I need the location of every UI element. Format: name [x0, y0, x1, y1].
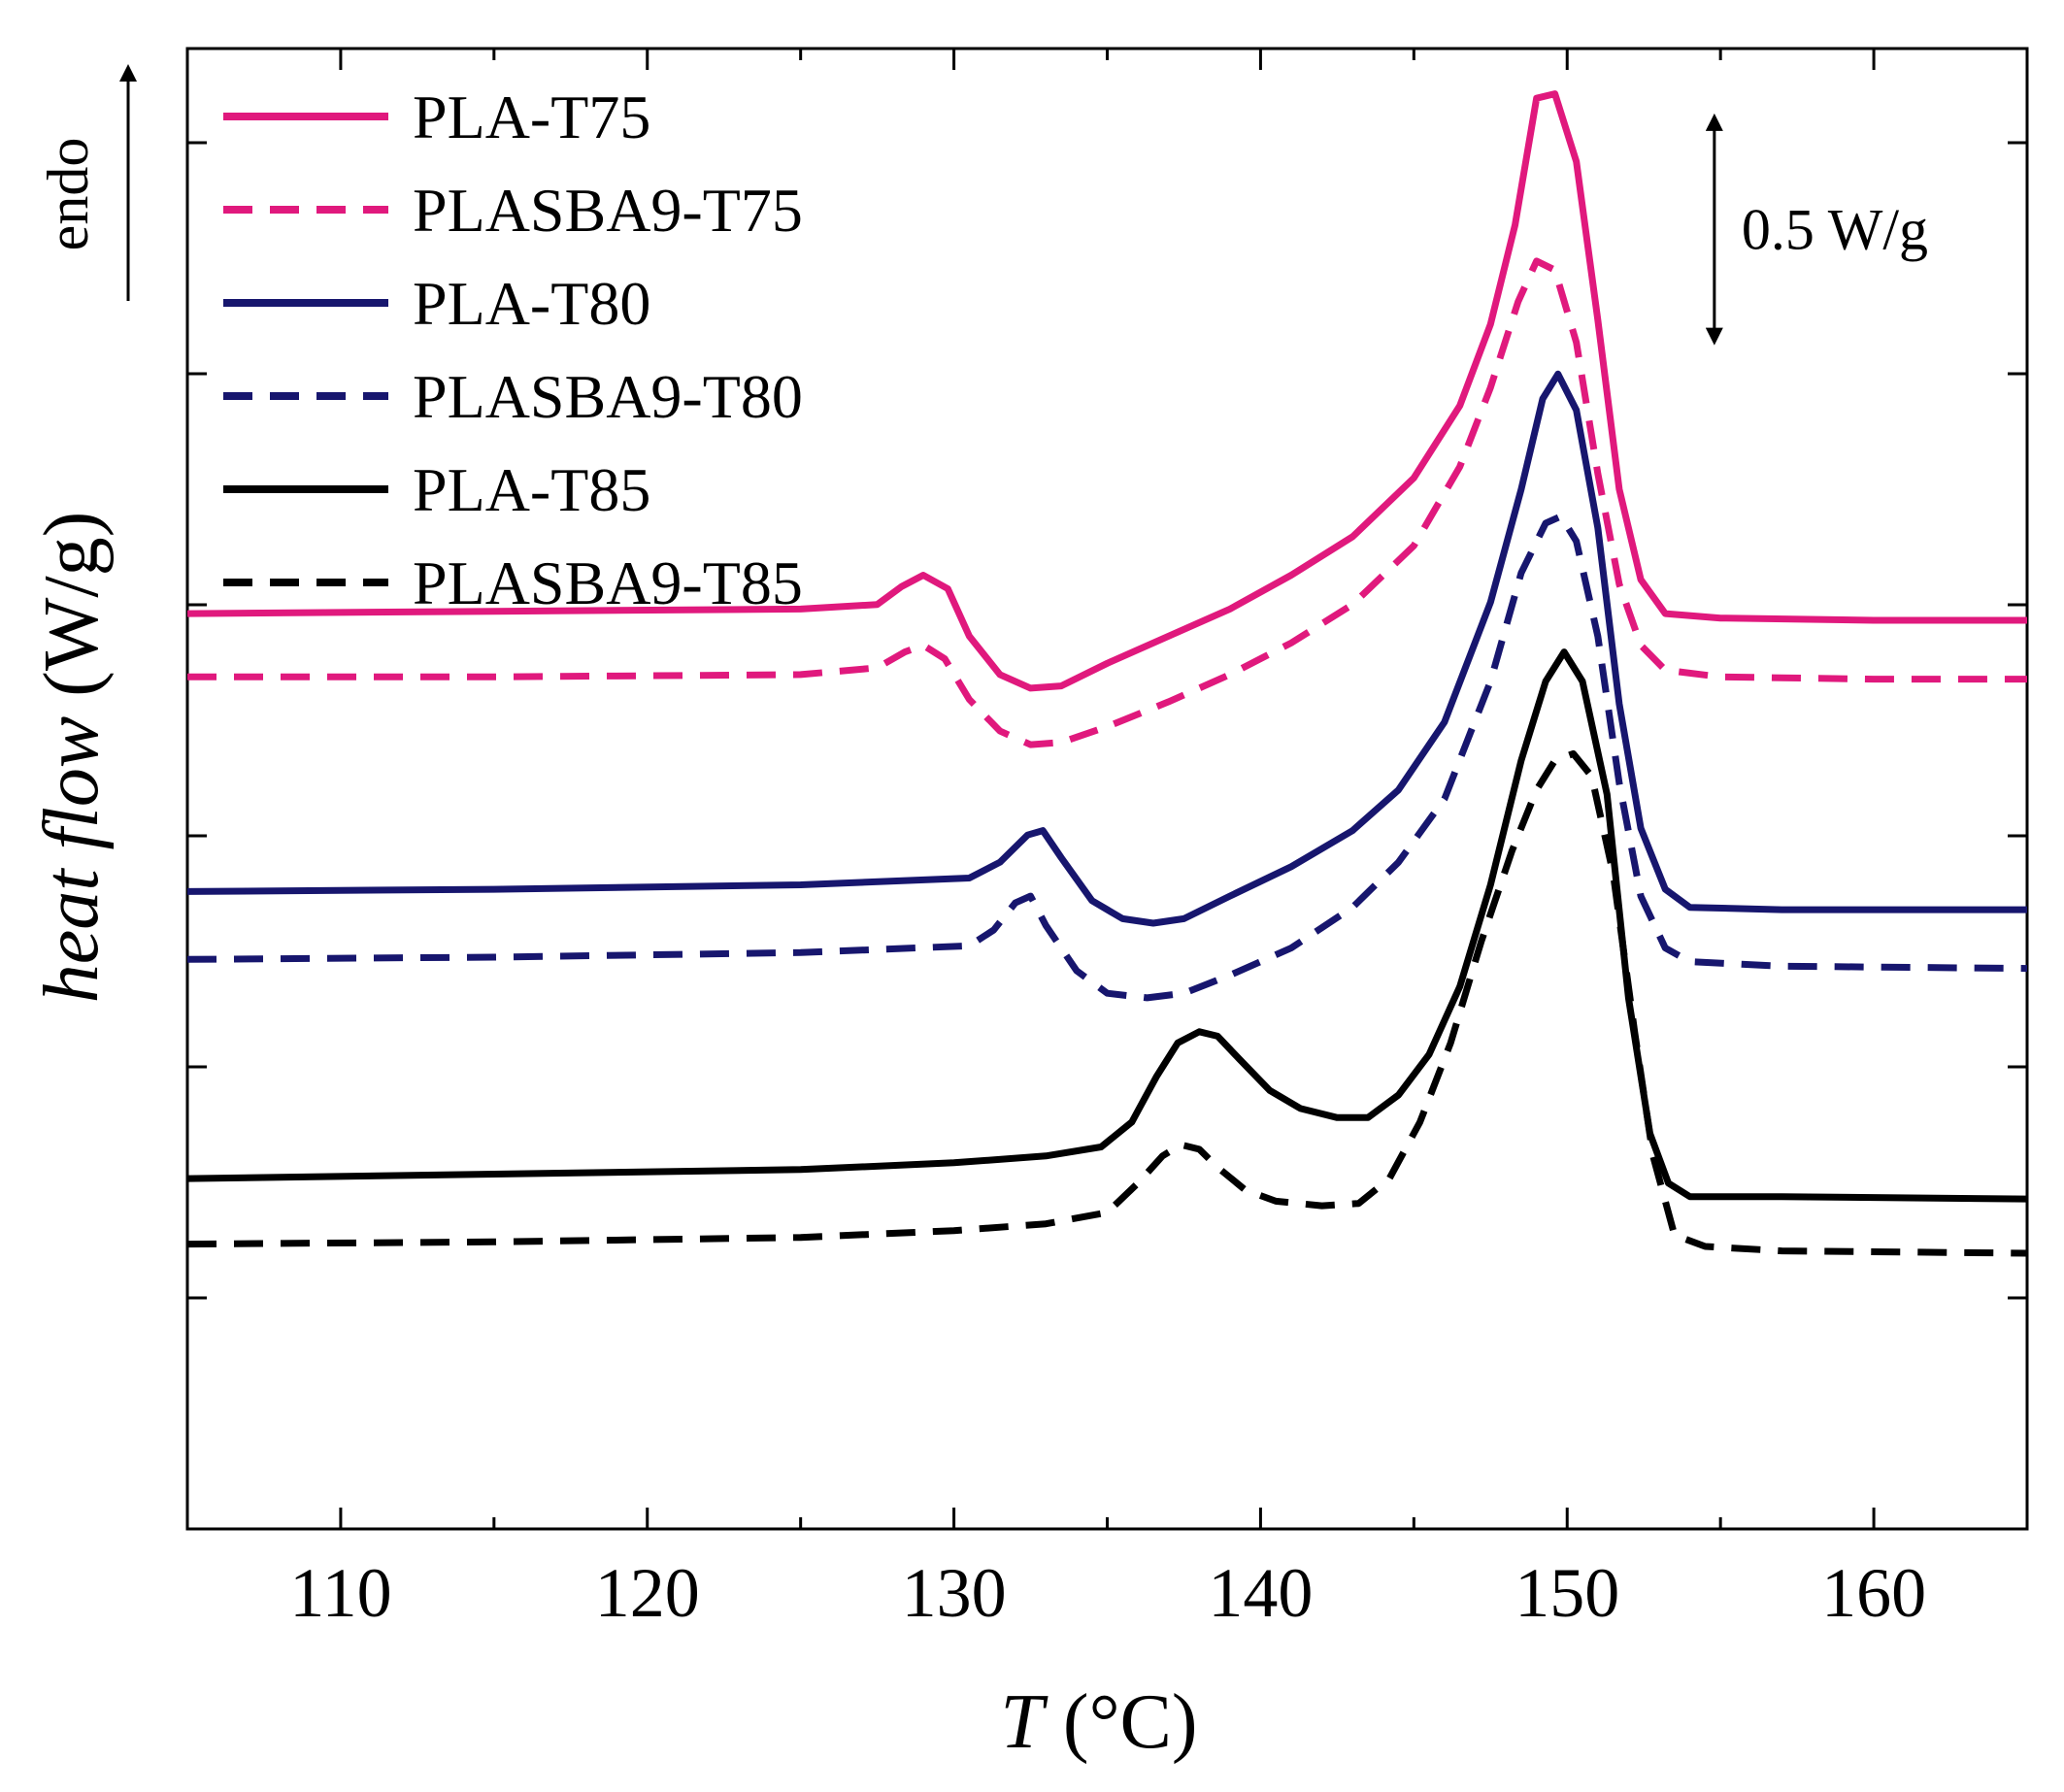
legend-label: PLA-T75 [413, 83, 650, 151]
y-axis-title-italic: heat flow [29, 716, 115, 1004]
x-tick-label: 130 [902, 1554, 1007, 1632]
legend-label: PLASBA9-T75 [413, 176, 803, 245]
legend-label: PLA-T85 [413, 455, 650, 524]
x-tick-label: 160 [1821, 1554, 1926, 1632]
y-axis-title-unit: (W/g) [29, 512, 115, 716]
scale-bar-label: 0.5 W/g [1742, 197, 1928, 261]
x-tick-label: 110 [289, 1554, 391, 1632]
x-axis-title-italic: T [1000, 1679, 1049, 1765]
series-lines [187, 90, 2027, 1257]
legend-label: PLASBA9-T85 [413, 548, 803, 617]
x-tick-labels: 110 120 130 140 150 160 [289, 1554, 1926, 1632]
series-line-pla-t85 [187, 648, 2027, 1203]
axis-ticks [185, 49, 2029, 1529]
y-axis-title: heat flow (W/g) [29, 512, 115, 1004]
series-line-plasba9-t85 [187, 749, 2027, 1257]
x-tick-label: 140 [1208, 1554, 1313, 1632]
endo-label: endo [36, 138, 100, 251]
x-axis-title-unit: (°C) [1044, 1679, 1198, 1765]
legend-label: PLASBA9-T80 [413, 362, 803, 431]
x-tick-label: 150 [1515, 1554, 1619, 1632]
series-line-pla-t80 [187, 370, 2027, 927]
x-axis-title: T (°C) [1000, 1679, 1197, 1765]
series-line-pla-t75 [187, 90, 2027, 692]
legend-label: PLA-T80 [413, 269, 650, 338]
series-line-plasba9-t80 [187, 513, 2027, 1002]
legend: PLA-T75 PLASBA9-T75 PLA-T80 PLASBA9-T80 PLA-… [223, 83, 803, 617]
x-tick-label: 120 [595, 1554, 700, 1632]
